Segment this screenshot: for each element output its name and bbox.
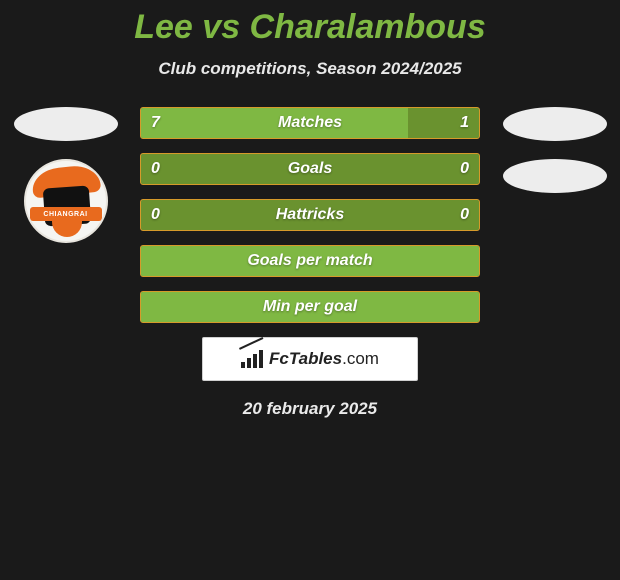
player-right-club-badge	[503, 159, 607, 193]
right-player-column	[497, 107, 612, 193]
stat-label: Matches	[141, 108, 479, 138]
stat-label: Goals per match	[141, 246, 479, 276]
stat-bar-gpm: Goals per match	[140, 245, 480, 277]
barchart-icon	[241, 350, 263, 368]
left-player-column: CHIANGRAI	[8, 107, 123, 243]
page-title: Lee vs Charalambous	[0, 8, 620, 47]
stat-bar-mpg: Min per goal	[140, 291, 480, 323]
stat-bar-matches: 71Matches	[140, 107, 480, 139]
player-right-avatar	[503, 107, 607, 141]
site-badge[interactable]: FcTables.com	[202, 337, 418, 381]
stat-bars: 71Matches 00Goals 00Hattricks Goals per mat…	[140, 107, 480, 323]
player-left-avatar	[14, 107, 118, 141]
stat-label: Goals	[141, 154, 479, 184]
stat-bar-hattricks: 00Hattricks	[140, 199, 480, 231]
site-name: FcTables.com	[269, 349, 379, 369]
comparison-date: 20 february 2025	[0, 399, 620, 419]
comparison-page: Lee vs Charalambous Club competitions, S…	[0, 0, 620, 419]
content: CHIANGRAI 71Matches 00Goals 00Hattricks Goa…	[0, 107, 620, 419]
stat-label: Min per goal	[141, 292, 479, 322]
club-badge-text: CHIANGRAI	[30, 207, 102, 221]
stat-bar-goals: 00Goals	[140, 153, 480, 185]
stat-label: Hattricks	[141, 200, 479, 230]
page-subtitle: Club competitions, Season 2024/2025	[0, 59, 620, 79]
player-left-club-badge: CHIANGRAI	[24, 159, 108, 243]
